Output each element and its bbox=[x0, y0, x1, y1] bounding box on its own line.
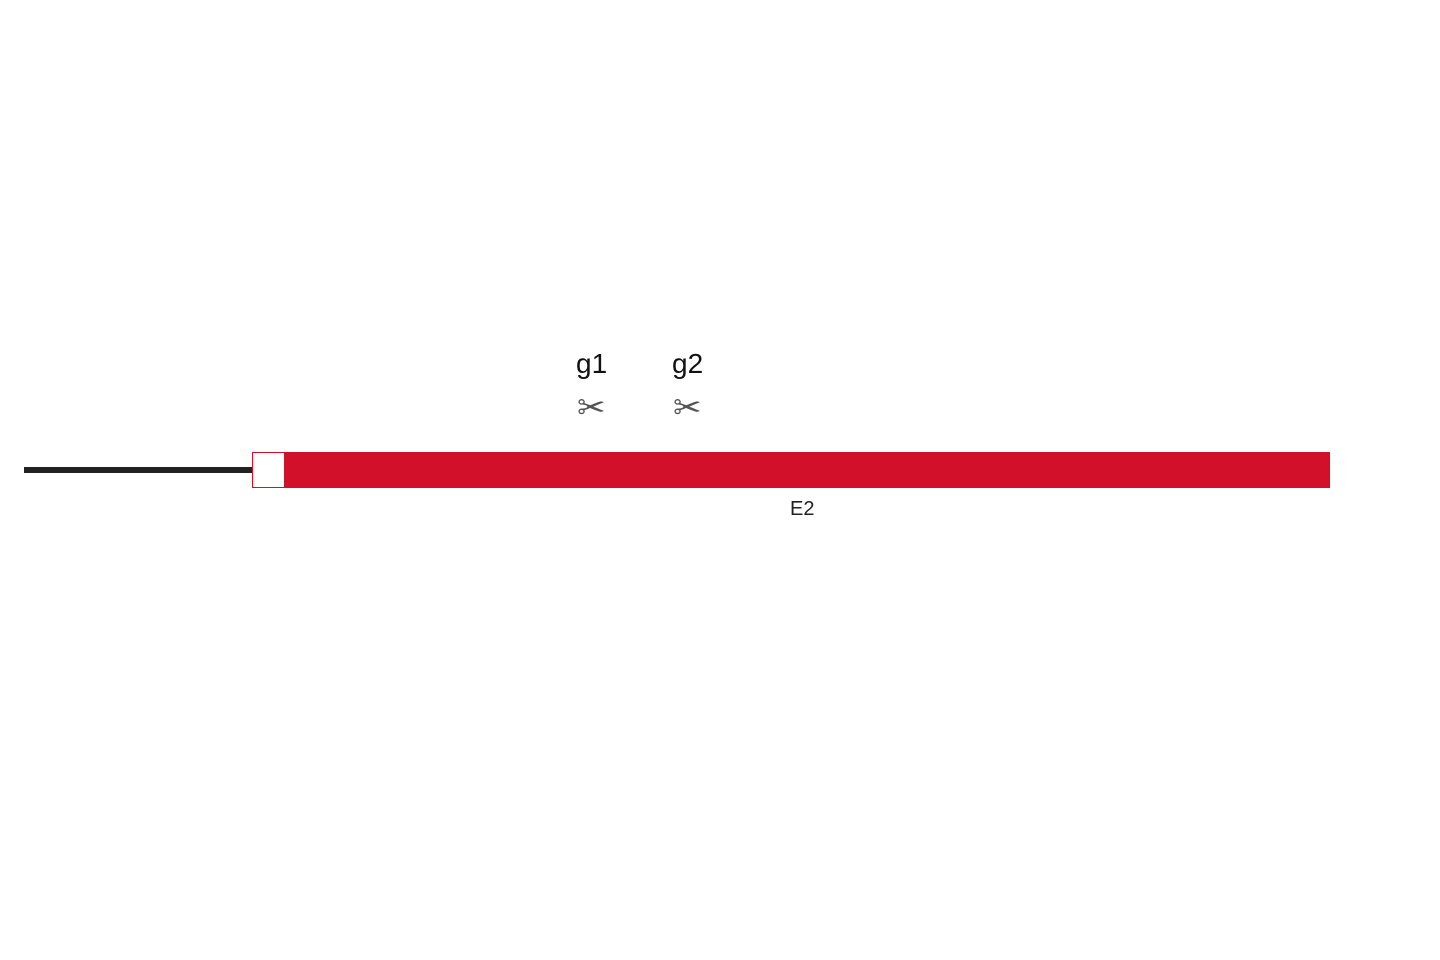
diagram-stage: E2 g1 ✂ g2 ✂ bbox=[0, 0, 1440, 960]
exon-fill-box bbox=[284, 452, 1330, 488]
scissors-icon: ✂ bbox=[577, 388, 606, 428]
guide-label-g1: g1 bbox=[576, 348, 607, 380]
exon-label: E2 bbox=[790, 498, 814, 521]
guide-label-g2: g2 bbox=[672, 348, 703, 380]
upstream-line bbox=[24, 467, 272, 473]
scissors-icon: ✂ bbox=[673, 388, 702, 428]
